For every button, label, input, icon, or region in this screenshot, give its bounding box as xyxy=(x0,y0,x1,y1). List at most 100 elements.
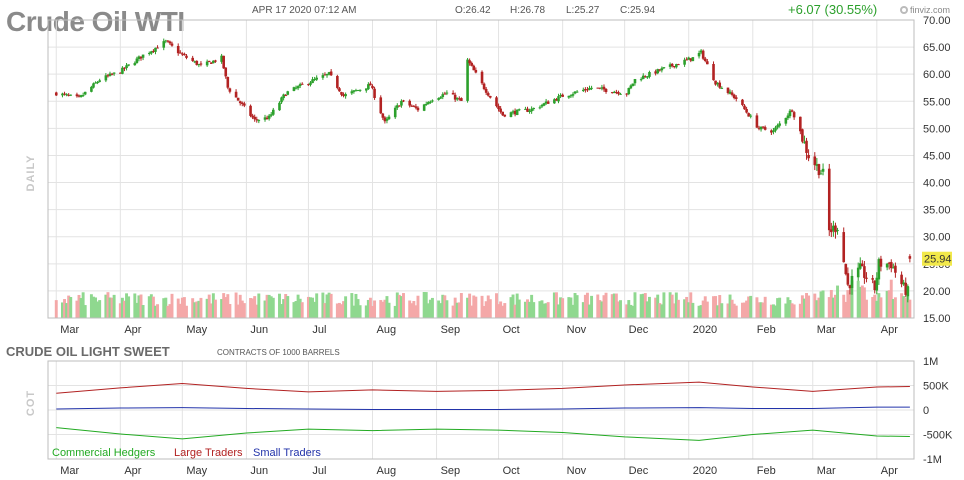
volume-bar xyxy=(373,300,377,318)
volume-bar xyxy=(199,297,203,318)
volume-bar xyxy=(790,303,794,318)
cot-tick-label: 0 xyxy=(923,405,929,417)
candle xyxy=(207,60,211,63)
volume-bar xyxy=(885,290,889,318)
volume-bar xyxy=(538,301,542,318)
candle xyxy=(484,86,488,95)
candle xyxy=(313,76,316,82)
volume-bar xyxy=(315,293,319,318)
volume-bar xyxy=(251,298,255,318)
candle xyxy=(342,92,345,98)
price-tick-label: 35.00 xyxy=(923,205,951,217)
candle xyxy=(600,84,604,91)
cot-month-label: Mar xyxy=(60,465,79,477)
candle xyxy=(383,116,387,124)
volume-bar xyxy=(92,296,95,318)
candle xyxy=(338,86,341,92)
price-month-label: Nov xyxy=(567,324,587,336)
candle xyxy=(861,260,864,267)
candle xyxy=(137,55,141,62)
candle xyxy=(815,158,819,171)
candle xyxy=(395,103,399,110)
candle xyxy=(755,113,759,128)
volume-bar xyxy=(459,293,463,318)
volume-bar xyxy=(530,294,534,318)
candle xyxy=(94,81,97,84)
candle xyxy=(125,62,128,71)
volume-bar xyxy=(366,299,370,318)
candle xyxy=(398,105,401,107)
candle xyxy=(307,83,310,86)
candle xyxy=(81,92,85,97)
candle xyxy=(582,87,585,93)
volume-bar xyxy=(674,292,678,318)
volume-bar xyxy=(631,305,635,318)
candle xyxy=(513,108,517,117)
volume-bar xyxy=(856,280,860,318)
candle xyxy=(906,284,910,303)
volume-bar xyxy=(645,301,649,318)
volume-bar xyxy=(94,297,97,318)
candle xyxy=(352,90,356,94)
price-month-label: Feb xyxy=(757,324,776,336)
volume-bar xyxy=(588,304,591,318)
volume-bar xyxy=(815,300,819,318)
candle xyxy=(410,104,414,107)
price-month-label: Aug xyxy=(376,324,396,336)
volume-bar xyxy=(836,285,839,318)
volume-bar xyxy=(612,293,616,318)
volume-bar xyxy=(889,279,893,318)
volume-bar xyxy=(342,301,346,318)
legend-small-traders: Small Traders xyxy=(253,447,321,459)
volume-bar xyxy=(887,290,891,318)
volume-bar xyxy=(83,305,87,318)
candle xyxy=(567,95,571,99)
volume-bar xyxy=(526,299,529,318)
volume-bar xyxy=(193,302,197,318)
brand-link[interactable]: finviz.com xyxy=(910,5,950,15)
candle xyxy=(538,105,542,110)
volume-bar xyxy=(286,296,290,318)
volume-bar xyxy=(728,294,732,318)
volume-bar xyxy=(908,299,912,318)
candle xyxy=(178,50,182,54)
volume-bar xyxy=(745,300,749,318)
candle xyxy=(745,106,748,114)
candle xyxy=(199,61,203,67)
volume-bar xyxy=(763,296,767,318)
candle xyxy=(110,72,114,76)
candle xyxy=(902,279,905,286)
volume-bar xyxy=(662,292,666,318)
volume-bar xyxy=(486,295,490,318)
legend-commercial-hedgers: Commercial Hedgers xyxy=(52,447,156,459)
volume-bar xyxy=(151,296,155,318)
volume-bar xyxy=(747,296,751,318)
volume-bar xyxy=(292,302,296,318)
candle xyxy=(147,51,151,56)
volume-bar xyxy=(439,303,443,318)
volume-bar xyxy=(697,305,701,318)
candle xyxy=(294,85,298,90)
volume-bar xyxy=(354,293,358,318)
candle xyxy=(720,86,724,89)
volume-bar xyxy=(271,297,275,318)
volume-bar xyxy=(170,293,174,318)
volume-bar xyxy=(313,301,317,318)
candle xyxy=(830,222,833,238)
candle xyxy=(156,45,159,49)
volume-bar xyxy=(387,302,391,318)
candle xyxy=(613,90,616,94)
candle xyxy=(569,94,573,98)
candle xyxy=(214,59,217,63)
candle xyxy=(369,81,372,86)
price-tick-label: 45.00 xyxy=(923,150,951,162)
volume-bar xyxy=(749,295,753,318)
volume-bar xyxy=(300,302,304,318)
open-value: O:26.42 xyxy=(455,5,491,16)
candle xyxy=(240,101,244,107)
cot-month-label: May xyxy=(186,465,207,477)
candle xyxy=(212,60,215,64)
candle xyxy=(561,93,564,97)
finviz-logo-icon[interactable] xyxy=(900,6,908,14)
volume-bar xyxy=(445,300,449,318)
